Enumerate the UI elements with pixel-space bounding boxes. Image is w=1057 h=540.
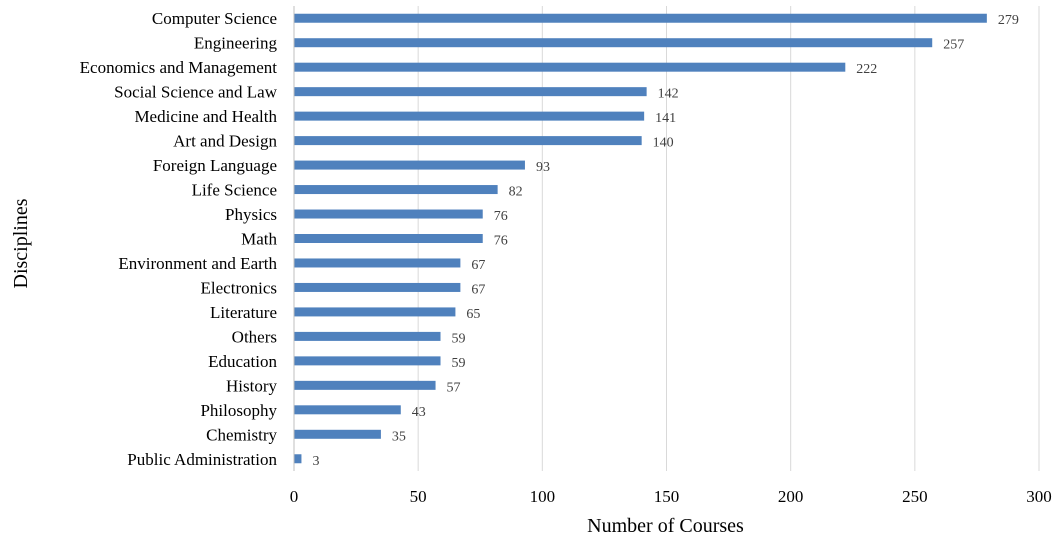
category-label: Others (232, 327, 277, 346)
bar (294, 209, 483, 219)
x-tick-label: 100 (530, 487, 556, 506)
x-tick-label: 50 (410, 487, 427, 506)
data-label: 67 (471, 258, 485, 273)
data-label: 43 (412, 405, 426, 420)
bar (294, 282, 461, 292)
category-label: Medicine and Health (134, 107, 277, 126)
bar (294, 429, 381, 439)
gridlines (417, 6, 1040, 471)
data-label: 140 (653, 136, 674, 151)
x-tick-labels: 0 50 100 150 200 250 300 (290, 487, 1052, 506)
bar (294, 62, 846, 72)
data-label: 222 (856, 62, 877, 77)
data-label: 76 (494, 209, 508, 224)
category-label: Math (241, 230, 277, 249)
bar (294, 405, 401, 415)
data-label: 93 (536, 160, 550, 175)
bar (294, 356, 441, 366)
data-label: 67 (471, 282, 485, 297)
category-label: Life Science (192, 181, 277, 200)
category-label: Social Science and Law (114, 83, 278, 102)
category-label: Literature (210, 303, 277, 322)
data-label: 257 (943, 38, 964, 53)
x-tick-label: 200 (778, 487, 804, 506)
category-label: Philosophy (200, 401, 277, 420)
data-label: 82 (509, 185, 523, 200)
x-axis-title: Number of Courses (587, 515, 744, 537)
data-label: 76 (494, 234, 508, 249)
bar (294, 331, 441, 341)
category-label: History (226, 376, 278, 395)
data-label: 35 (392, 429, 406, 444)
data-label: 279 (998, 13, 1019, 28)
data-label: 142 (658, 87, 679, 102)
x-tick-label: 0 (290, 487, 299, 506)
bar (294, 454, 302, 464)
data-label: 59 (452, 331, 466, 346)
bar (294, 258, 461, 268)
category-label: Computer Science (152, 9, 277, 28)
bar (294, 13, 987, 23)
bar (294, 136, 642, 146)
data-label: 141 (655, 111, 676, 126)
y-axis-title: Disciplines (10, 198, 32, 288)
data-labels: 2792572221421411409382767667676559595743… (312, 13, 1018, 469)
data-label: 57 (447, 380, 461, 395)
category-label: Economics and Management (80, 58, 278, 77)
category-label: Electronics (201, 278, 277, 297)
category-label: Physics (225, 205, 277, 224)
data-label: 59 (452, 356, 466, 371)
bar (294, 111, 645, 121)
category-label: Education (208, 352, 277, 371)
bar (294, 307, 456, 317)
category-label: Engineering (194, 34, 278, 53)
bar (294, 87, 647, 97)
category-label: Art and Design (173, 132, 277, 151)
category-label: Foreign Language (153, 156, 277, 175)
bar (294, 160, 525, 170)
category-label: Environment and Earth (118, 254, 277, 273)
bar (294, 380, 436, 390)
x-tick-label: 150 (654, 487, 680, 506)
x-tick-label: 300 (1026, 487, 1052, 506)
bar (294, 185, 498, 195)
bar (294, 234, 483, 243)
data-label: 3 (312, 454, 319, 469)
bar (294, 38, 933, 48)
data-label: 65 (466, 307, 480, 322)
bars (294, 13, 987, 464)
category-label: Chemistry (206, 425, 277, 444)
category-label: Public Administration (127, 450, 277, 469)
x-tick-label: 250 (902, 487, 928, 506)
category-labels: Computer Science Engineering Economics and… (80, 9, 278, 469)
